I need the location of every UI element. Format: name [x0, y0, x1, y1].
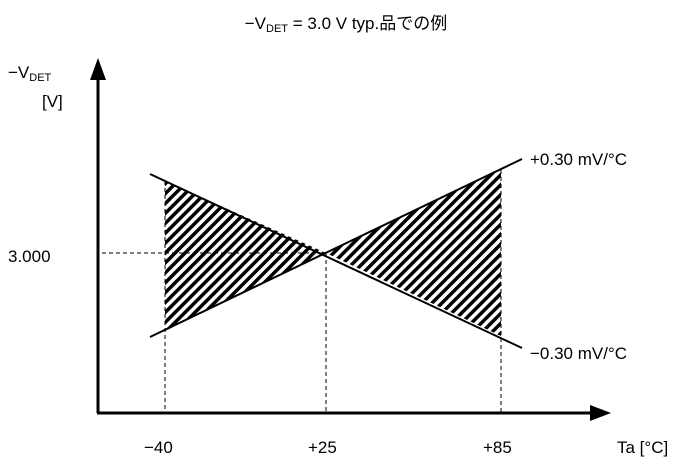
title-subscript: DET	[266, 23, 289, 35]
x-axis-arrowhead	[590, 405, 611, 421]
y-axis-label-prefix: −V	[8, 63, 30, 82]
chart-title: −VDET = 3.0 V typ.品での例	[0, 14, 692, 36]
left-hatched-region	[165, 181, 326, 331]
y-reference-label: 3.000	[8, 247, 51, 266]
x-tick-plus25: +25	[308, 438, 337, 457]
y-axis-unit: [V]	[42, 92, 63, 111]
y-axis-arrowhead	[90, 58, 106, 80]
upper-line-label: +0.30 mV/°C	[530, 150, 628, 169]
x-tick-minus40: −40	[144, 438, 173, 457]
positive-coefficient-line	[149, 158, 523, 338]
negative-coefficient-line	[149, 173, 523, 349]
x-axis-label: Ta [°C]	[617, 438, 669, 457]
y-axis-label: −VDET	[8, 63, 51, 85]
right-hatched-region	[326, 170, 501, 336]
lower-line-label: −0.30 mV/°C	[530, 344, 628, 363]
title-prefix: −V	[244, 14, 267, 33]
title-suffix: = 3.0 V typ.品での例	[288, 14, 448, 33]
y-axis-label-subscript: DET	[29, 72, 52, 84]
x-tick-plus85: +85	[483, 438, 512, 457]
